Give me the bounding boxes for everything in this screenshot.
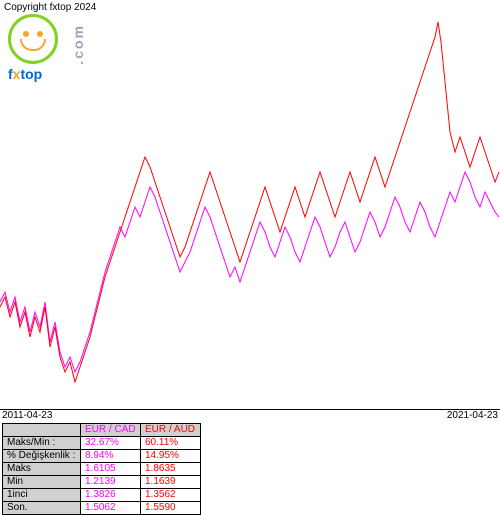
table-row-label: Min	[3, 476, 81, 489]
table-cell: 1.2139	[81, 476, 141, 489]
table-cell: 1.5590	[141, 502, 201, 515]
table-row-label: Maks	[3, 463, 81, 476]
table-cell: 1.8635	[141, 463, 201, 476]
currency-chart	[0, 12, 500, 410]
table-cell: 60.11%	[141, 437, 201, 450]
table-header: EUR / CAD	[81, 424, 141, 437]
table-cell: 1.6105	[81, 463, 141, 476]
table-corner	[3, 424, 81, 437]
x-axis-start-label: 2011-04-23	[2, 410, 52, 421]
series-line	[0, 172, 499, 372]
table-row-label: % Değişkenlik :	[3, 450, 81, 463]
series-line	[0, 22, 499, 382]
table-cell: 32.67%	[81, 437, 141, 450]
table-cell: 14.95%	[141, 450, 201, 463]
table-row-label: Son.	[3, 502, 81, 515]
x-axis-end-label: 2021-04-23	[447, 410, 498, 421]
table-cell: 8.94%	[81, 450, 141, 463]
x-axis-line	[0, 409, 500, 410]
table-cell: 1.5062	[81, 502, 141, 515]
stats-table: EUR / CADEUR / AUD Maks/Min :32.67%60.11%…	[2, 423, 201, 515]
table-row-label: Maks/Min :	[3, 437, 81, 450]
table-cell: 1.1639	[141, 476, 201, 489]
table-header: EUR / AUD	[141, 424, 201, 437]
